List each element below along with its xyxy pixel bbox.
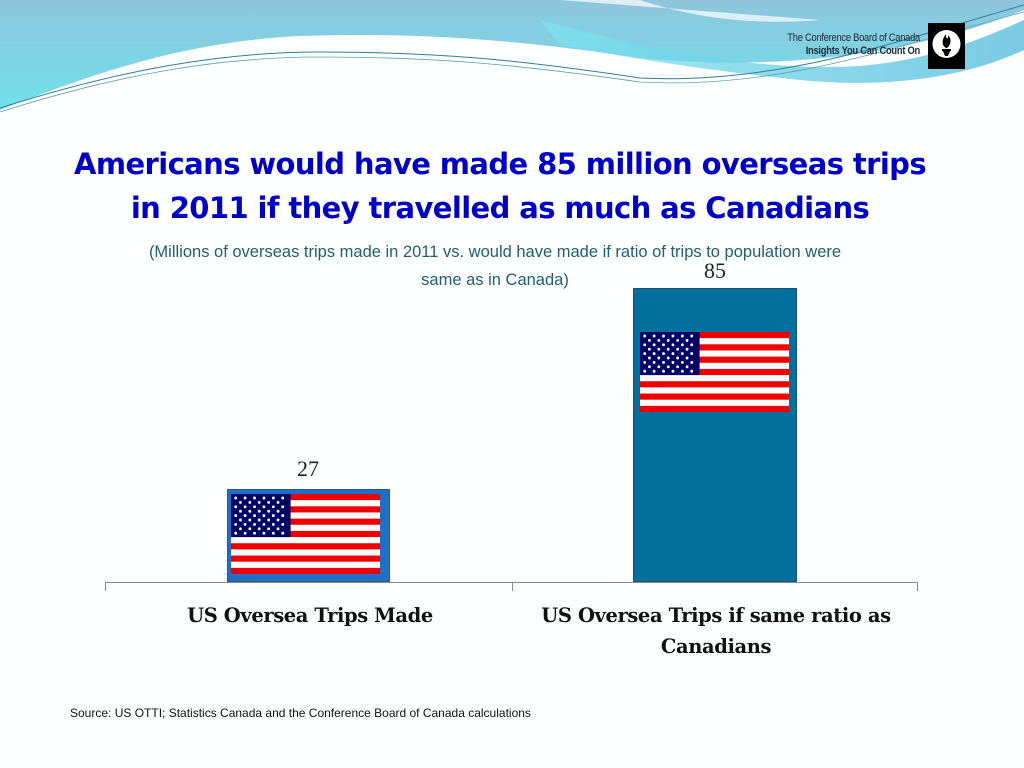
source-note: Source: US OTTI; Statistics Canada and t… xyxy=(70,706,531,720)
chart-title: Americans would have made 85 million ove… xyxy=(0,142,1000,230)
category-label-line: US Oversea Trips if same ratio as xyxy=(541,604,891,627)
category-label-line: Canadians xyxy=(660,635,772,658)
subtitle-line-2: same as in Canada) xyxy=(421,271,569,289)
x-axis-tick xyxy=(105,582,106,591)
torch-icon xyxy=(928,23,965,69)
x-axis-tick xyxy=(512,582,513,591)
category-label-ratio: US Oversea Trips if same ratio as Canadi… xyxy=(506,600,926,662)
x-axis-tick xyxy=(917,582,918,591)
title-line-1: Americans would have made 85 million ove… xyxy=(74,147,927,181)
category-label-line: US Oversea Trips Made xyxy=(187,604,433,627)
organization-tagline: Insights You Can Count On xyxy=(805,45,921,57)
category-label-made: US Oversea Trips Made xyxy=(110,600,510,631)
subtitle-line-1: (Millions of overseas trips made in 2011… xyxy=(148,243,842,261)
us-flag-icon xyxy=(231,494,380,574)
organization-name: The Conference Board of Canada xyxy=(787,32,920,44)
chart-subtitle: (Millions of overseas trips made in 2011… xyxy=(30,238,960,294)
header-swoosh-decoration xyxy=(0,0,1024,113)
data-label-made: 27 xyxy=(297,456,319,481)
data-label-ratio: 85 xyxy=(704,258,726,283)
us-flag-icon xyxy=(640,332,789,412)
title-line-2: in 2011 if they travelled as much as Can… xyxy=(130,191,870,225)
x-axis-line xyxy=(105,582,918,583)
